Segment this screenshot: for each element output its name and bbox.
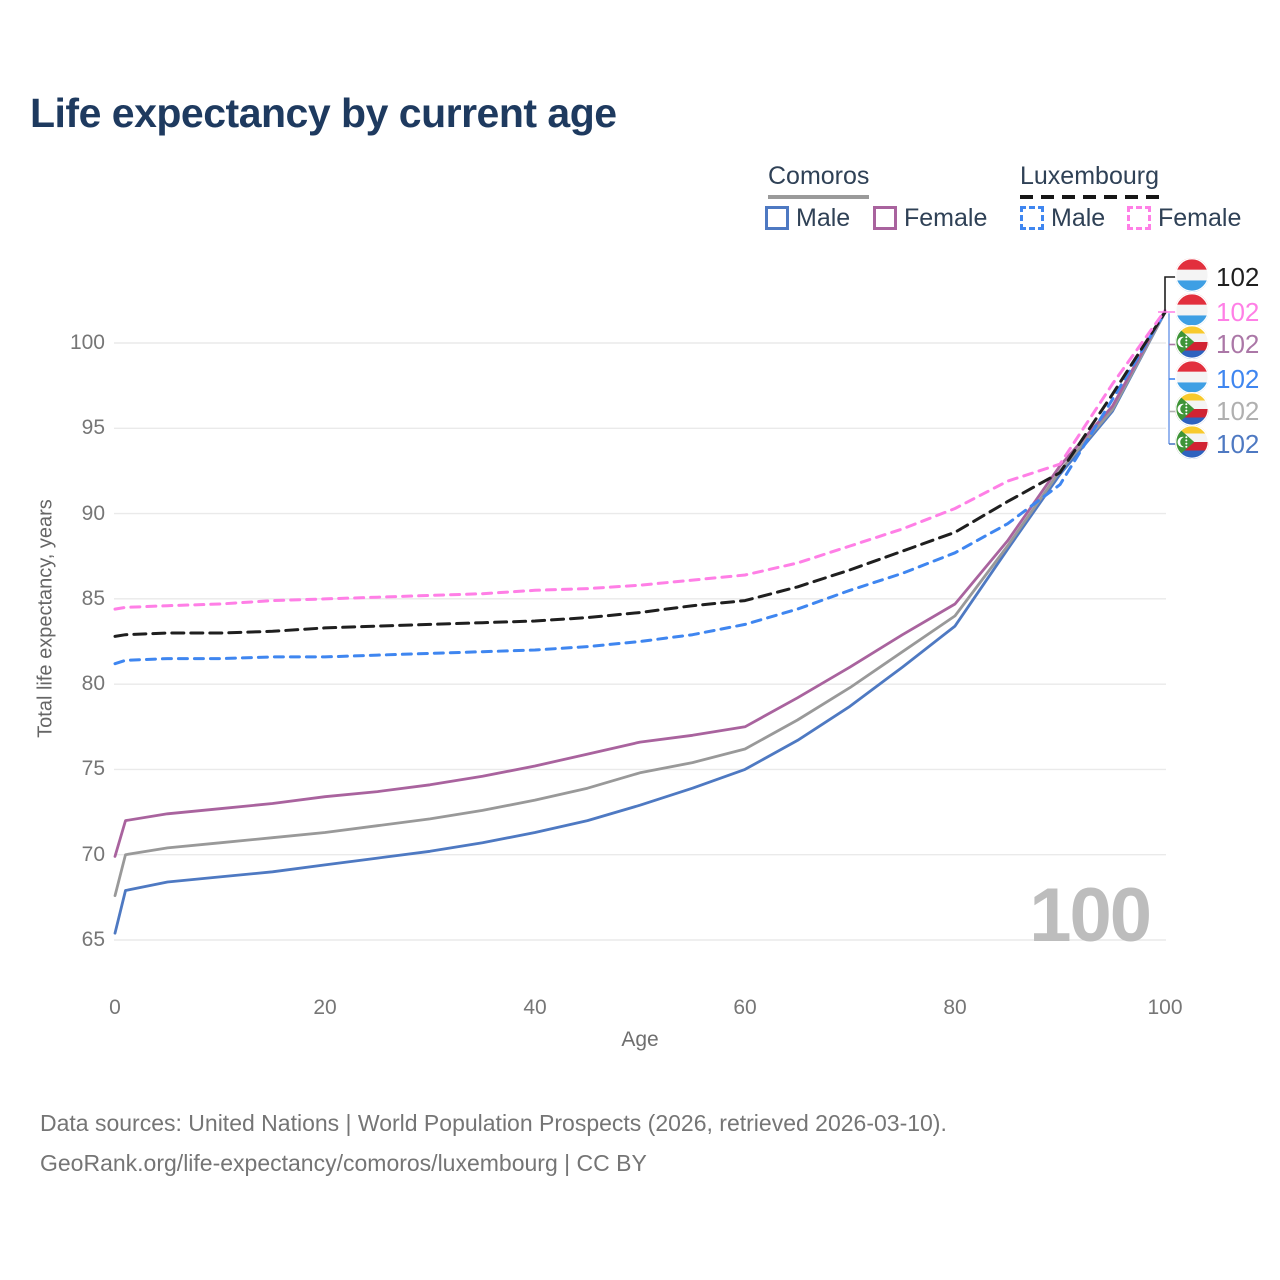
- end-label-row: 102: [1175, 257, 1260, 297]
- data-sources-text: Data sources: United Nations | World Pop…: [40, 1110, 947, 1136]
- watermark-100: 100: [1029, 873, 1152, 958]
- legend-item-luxembourg-male: Male: [1020, 203, 1105, 233]
- end-label-row: 102: [1175, 292, 1260, 329]
- y-tick-label: 85: [81, 586, 105, 610]
- legend-label: Male: [796, 203, 851, 232]
- legend-group-comoros: Comoros: [768, 162, 870, 199]
- y-tick-label: 90: [81, 501, 105, 525]
- legend-label: Female: [1158, 203, 1242, 232]
- y-tick-label: 65: [81, 928, 105, 951]
- series-line: [113, 309, 1167, 858]
- end-label-row: 102: [1175, 392, 1260, 429]
- legend-item-comoros-female: Female: [873, 203, 987, 233]
- comoros-male-swatch-icon: [765, 206, 789, 230]
- series-line: [113, 310, 1167, 666]
- x-tick-label: 20: [313, 996, 337, 1019]
- luxembourg-flag-icon: [1175, 359, 1209, 394]
- y-tick-label: 100: [69, 331, 105, 354]
- luxembourg-flag: [1175, 257, 1209, 297]
- end-label-value: 102: [1216, 428, 1260, 459]
- luxembourg-flag-icon: [1175, 257, 1209, 292]
- series-line: [113, 309, 1167, 611]
- legend-item-comoros-male: Male: [765, 203, 850, 233]
- x-tick-label: 0: [109, 996, 121, 1019]
- comoros-flag-icon: [1175, 325, 1209, 359]
- y-tick-label: 95: [81, 416, 105, 440]
- end-label-value: 102: [1216, 396, 1260, 426]
- x-axis-title: Age: [621, 1028, 659, 1051]
- x-tick-label: 80: [943, 996, 967, 1019]
- end-label-row: 102: [1175, 359, 1260, 396]
- luxembourg-male-swatch-icon: [1020, 206, 1044, 230]
- attribution-text: GeoRank.org/life-expectancy/comoros/luxe…: [40, 1150, 647, 1176]
- end-label-row: 102: [1175, 424, 1260, 464]
- legend-heading-comoros: Comoros: [768, 162, 870, 190]
- luxembourg-flag-icon: [1175, 292, 1209, 327]
- legend-group-luxembourg: Luxembourg: [1020, 162, 1159, 199]
- y-tick-label: 80: [81, 672, 105, 696]
- y-tick-label: 70: [81, 842, 105, 866]
- end-label-value: 102: [1216, 363, 1260, 394]
- comoros-solid-line-sample: [768, 195, 870, 199]
- page-title: Life expectancy by current age: [30, 90, 617, 136]
- luxembourg-female-swatch-icon: [1127, 206, 1151, 230]
- x-tick-label: 40: [523, 996, 547, 1019]
- y-tick-label: 75: [81, 757, 105, 781]
- luxembourg-dashed-line-sample: [1020, 195, 1159, 199]
- legend-heading-luxembourg: Luxembourg: [1020, 162, 1159, 190]
- comoros-flag: [1175, 325, 1209, 364]
- comoros-female-swatch-icon: [873, 206, 897, 230]
- comoros-flag: [1175, 424, 1209, 464]
- series-line: [113, 310, 1167, 638]
- end-label-value: 102: [1216, 329, 1260, 359]
- series-line: [113, 310, 1167, 898]
- leader-line: [1164, 276, 1176, 313]
- end-label-value: 102: [1216, 296, 1260, 327]
- x-tick-label: 100: [1147, 996, 1183, 1019]
- comoros-flag-icon: [1175, 392, 1209, 426]
- legend-item-luxembourg-female: Female: [1127, 203, 1241, 233]
- comoros-flag-icon: [1175, 424, 1209, 459]
- x-tick-label: 60: [733, 996, 757, 1019]
- legend-label: Male: [1051, 203, 1106, 232]
- legend-label: Female: [904, 203, 988, 232]
- end-label-value: 102: [1216, 261, 1260, 292]
- series-line: [113, 310, 1167, 935]
- end-label-row: 102: [1175, 325, 1260, 364]
